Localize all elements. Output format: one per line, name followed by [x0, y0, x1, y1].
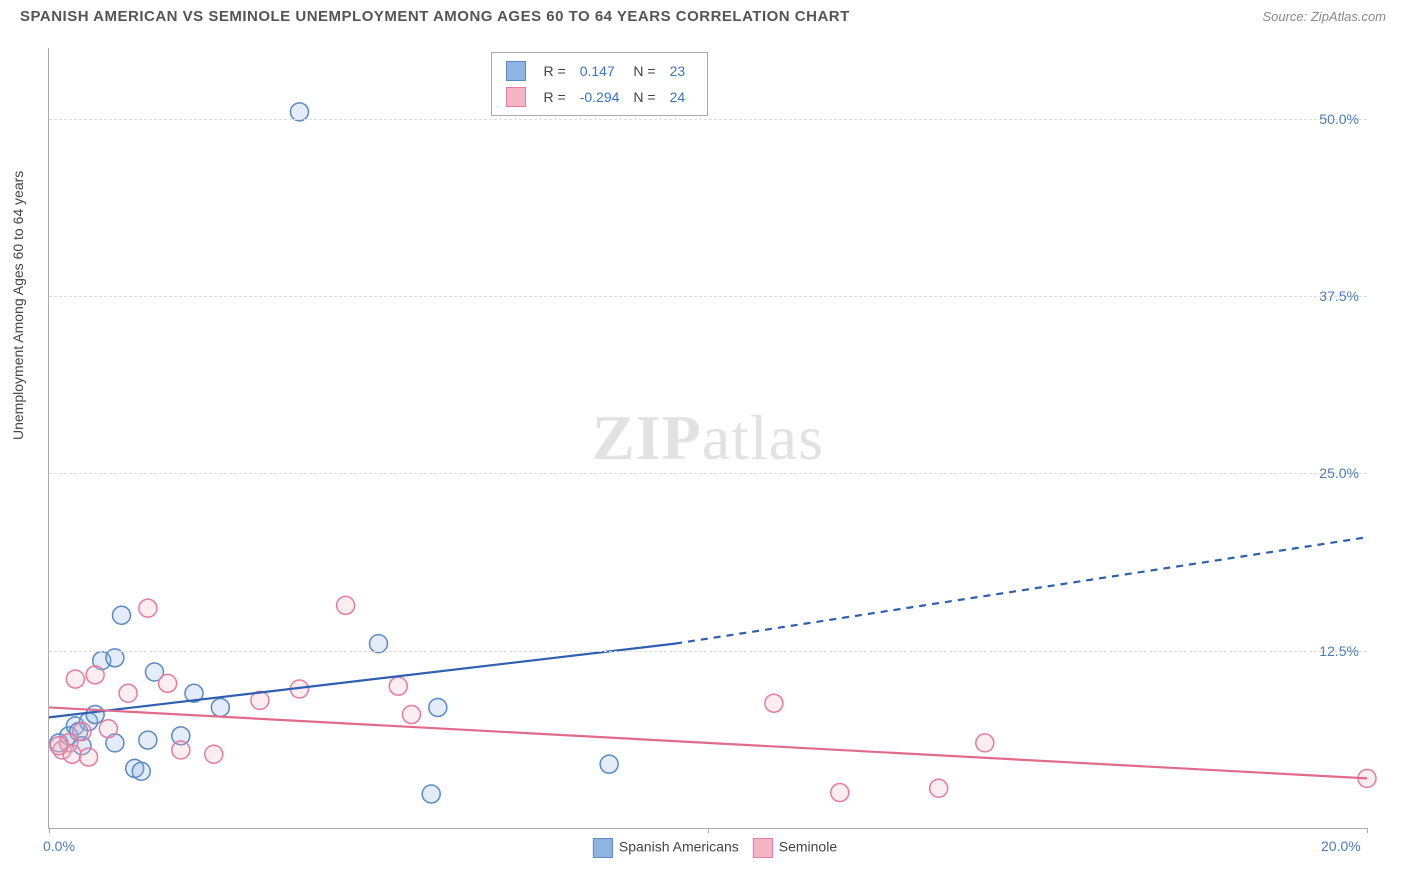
trend-line	[49, 707, 1367, 778]
chart-svg-layer	[49, 48, 1367, 828]
source-label: Source: ZipAtlas.com	[1262, 9, 1386, 24]
data-point	[112, 606, 130, 624]
x-tick	[1367, 828, 1368, 833]
trend-line-extrapolated	[675, 537, 1367, 643]
gridline	[49, 651, 1367, 652]
gridline	[49, 473, 1367, 474]
y-tick-label: 37.5%	[1319, 288, 1359, 304]
y-tick-label: 50.0%	[1319, 111, 1359, 127]
data-point	[765, 694, 783, 712]
data-point	[139, 731, 157, 749]
data-point	[429, 698, 447, 716]
data-point	[831, 784, 849, 802]
data-point	[930, 779, 948, 797]
data-point	[86, 666, 104, 684]
n-label: N =	[631, 59, 665, 83]
legend-swatch	[506, 87, 526, 107]
data-point	[132, 762, 150, 780]
x-tick-label: 20.0%	[1321, 838, 1361, 854]
data-point	[402, 706, 420, 724]
data-point	[86, 706, 104, 724]
y-tick-label: 25.0%	[1319, 465, 1359, 481]
x-tick-label: 0.0%	[43, 838, 75, 854]
n-value: 23	[668, 59, 696, 83]
data-point	[337, 596, 355, 614]
data-point	[66, 670, 84, 688]
data-point	[389, 677, 407, 695]
x-tick	[708, 828, 709, 833]
legend-swatch	[753, 838, 773, 858]
legend-series-label: Seminole	[779, 839, 837, 855]
x-tick	[49, 828, 50, 833]
data-point	[139, 599, 157, 617]
n-label: N =	[631, 85, 665, 109]
correlation-stats-legend: R =0.147N =23 R =-0.294N =24	[491, 52, 709, 116]
r-value: -0.294	[578, 85, 630, 109]
data-point	[211, 698, 229, 716]
trend-line	[49, 644, 675, 718]
data-point	[422, 785, 440, 803]
r-label: R =	[542, 85, 576, 109]
y-tick-label: 12.5%	[1319, 643, 1359, 659]
data-point	[159, 674, 177, 692]
data-point	[50, 737, 68, 755]
r-label: R =	[542, 59, 576, 83]
y-axis-label: Unemployment Among Ages 60 to 64 years	[10, 171, 26, 440]
data-point	[99, 720, 117, 738]
gridline	[49, 119, 1367, 120]
data-point	[600, 755, 618, 773]
data-point	[119, 684, 137, 702]
legend-swatch	[593, 838, 613, 858]
data-point	[73, 723, 91, 741]
legend-series-label: Spanish Americans	[619, 839, 739, 855]
n-value: 24	[668, 85, 696, 109]
gridline	[49, 296, 1367, 297]
data-point	[976, 734, 994, 752]
series-legend: Spanish Americans Seminole	[579, 838, 837, 858]
data-point	[172, 741, 190, 759]
scatter-plot-area: ZIPatlas R =0.147N =23R =-0.294N =24 Spa…	[48, 48, 1367, 829]
legend-swatch	[506, 61, 526, 81]
r-value: 0.147	[578, 59, 630, 83]
data-point	[80, 748, 98, 766]
chart-title: SPANISH AMERICAN VS SEMINOLE UNEMPLOYMEN…	[20, 8, 850, 25]
data-point	[205, 745, 223, 763]
